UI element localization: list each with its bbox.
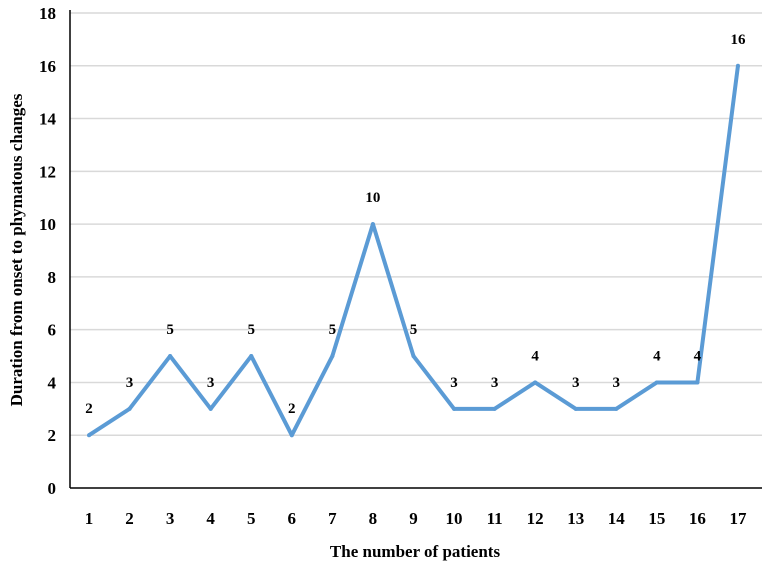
- data-label: 10: [365, 190, 380, 206]
- data-label: 2: [85, 401, 93, 417]
- y-tick-label: 12: [39, 162, 56, 181]
- data-point: [614, 406, 619, 411]
- x-tick-label: 1: [85, 509, 94, 528]
- x-tick-label: 4: [206, 509, 215, 528]
- y-tick-label: 6: [48, 321, 57, 340]
- x-tick-label: 5: [247, 509, 256, 528]
- data-label: 16: [730, 32, 746, 48]
- data-point: [330, 354, 335, 359]
- x-tick-label: 10: [446, 509, 463, 528]
- data-label: 5: [166, 322, 174, 338]
- y-tick-label: 8: [48, 268, 57, 287]
- data-label: 4: [531, 348, 539, 364]
- data-point: [695, 380, 700, 385]
- data-label: 5: [329, 322, 337, 338]
- x-tick-label: 17: [729, 509, 747, 528]
- data-label: 3: [613, 375, 621, 391]
- data-point: [411, 354, 416, 359]
- data-point: [289, 433, 294, 438]
- y-tick-label: 0: [48, 479, 57, 498]
- data-point: [370, 222, 375, 227]
- data-point: [452, 406, 457, 411]
- x-tick-label: 14: [608, 509, 626, 528]
- y-tick-label: 2: [48, 426, 57, 445]
- y-tick-label: 14: [39, 110, 57, 129]
- data-label: 3: [207, 375, 215, 391]
- data-label: 2: [288, 401, 296, 417]
- y-tick-label: 4: [48, 373, 57, 392]
- data-point: [735, 63, 740, 68]
- x-tick-label: 13: [567, 509, 584, 528]
- data-point: [533, 380, 538, 385]
- data-label: 3: [491, 375, 499, 391]
- series-line: [87, 65, 740, 438]
- x-tick-label: 12: [527, 509, 544, 528]
- data-label: 4: [653, 348, 661, 364]
- data-point: [573, 406, 578, 411]
- data-label: 5: [410, 322, 418, 338]
- data-label: 3: [126, 375, 134, 391]
- x-tick-label: 7: [328, 509, 337, 528]
- x-tick-label: 8: [369, 509, 378, 528]
- data-point: [127, 406, 132, 411]
- x-tick-label: 11: [487, 509, 503, 528]
- x-tick-label: 16: [689, 509, 706, 528]
- y-tick-label: 18: [39, 4, 56, 23]
- data-point: [87, 433, 91, 438]
- data-point: [249, 354, 254, 359]
- y-tick-label: 16: [39, 57, 56, 76]
- x-tick-label: 3: [166, 509, 175, 528]
- data-label: 3: [572, 375, 580, 391]
- y-tick-label: 10: [39, 215, 56, 234]
- x-tick-label: 9: [409, 509, 418, 528]
- data-label: 5: [247, 322, 255, 338]
- data-label: 4: [694, 348, 702, 364]
- x-axis-label: The number of patients: [330, 542, 501, 561]
- x-tick-label: 6: [288, 509, 297, 528]
- x-tick-label: 2: [125, 509, 134, 528]
- data-point: [208, 406, 213, 411]
- data-point: [168, 354, 173, 359]
- data-point: [654, 380, 659, 385]
- x-tick-label: 15: [648, 509, 665, 528]
- data-label: 3: [450, 375, 458, 391]
- y-axis-label: Duration from onset to phymatous changes: [7, 93, 26, 406]
- data-point: [492, 406, 497, 411]
